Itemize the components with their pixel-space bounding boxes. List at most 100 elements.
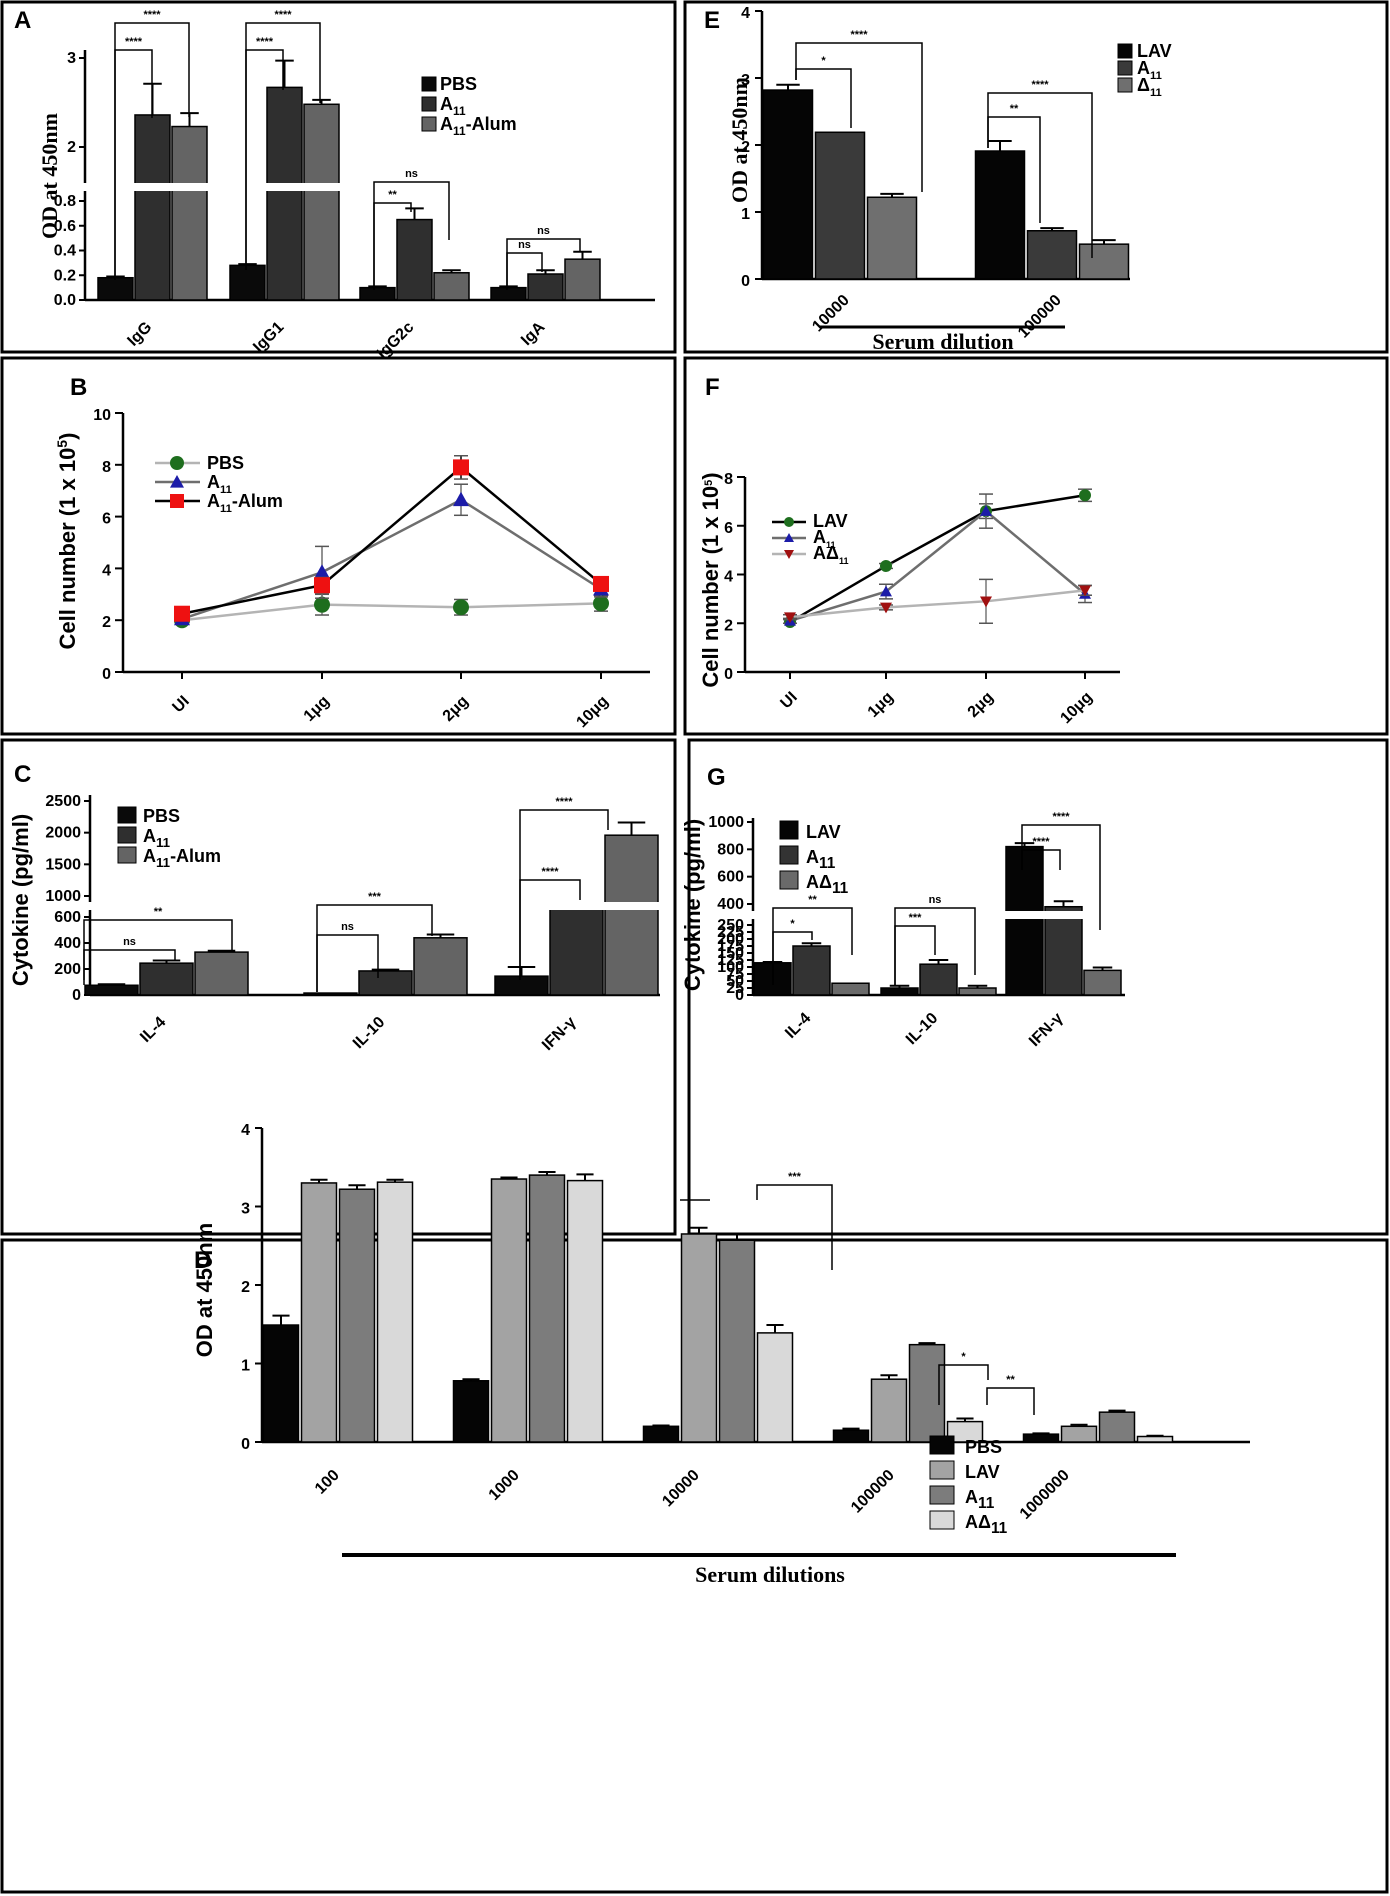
x-axis-label: Serum dilution xyxy=(872,329,1013,354)
significance-label: ** xyxy=(388,189,397,201)
data-point xyxy=(784,550,794,559)
significance-bracket xyxy=(986,1387,1035,1415)
y-tick-label: 2 xyxy=(102,614,111,631)
y-tick-label: 6 xyxy=(102,511,111,528)
x-tick-label: IgG xyxy=(124,319,155,350)
panel-label: B xyxy=(70,374,87,401)
significance-label: ns xyxy=(123,936,136,948)
y-tick-label: 0 xyxy=(735,987,744,1004)
legend-swatch xyxy=(1117,43,1133,59)
panel-c-chart: C 0 200 400 600 1000 1500 2000 2500 IL-4 IL-10 IFN-… xyxy=(8,761,660,1054)
x-tick-label: IL-10 xyxy=(350,1014,388,1052)
axis-break xyxy=(73,183,655,191)
significance-bracket xyxy=(756,1184,833,1270)
data-point xyxy=(314,577,330,594)
significance-label: ns xyxy=(518,239,531,251)
significance-bracket xyxy=(795,68,852,128)
bar xyxy=(139,962,194,996)
panel-e-chart: E 0 1 2 3 4 10000 100000 OD at 450nm Serum diluti… xyxy=(704,5,1172,354)
bar xyxy=(792,945,831,996)
significance-label: *** xyxy=(368,891,382,903)
bar xyxy=(376,1181,414,1443)
bar xyxy=(229,264,266,301)
data-point xyxy=(453,459,469,476)
y-tick-label: 2 xyxy=(724,617,733,634)
panel-label: G xyxy=(707,764,726,791)
legend-label: A11-Alum xyxy=(440,114,517,138)
y-tick-label: 50 xyxy=(726,973,744,990)
bar xyxy=(604,834,659,996)
legend-label: A11 xyxy=(965,1487,995,1512)
bar xyxy=(680,1233,718,1443)
bar xyxy=(303,992,358,996)
y-tick-label: 800 xyxy=(717,841,744,858)
legend-label: A11 xyxy=(813,527,836,550)
significance-label: ns xyxy=(929,894,942,906)
significance-label: ns xyxy=(341,921,354,933)
significance-label: ** xyxy=(1010,103,1019,115)
y-tick-label: 0 xyxy=(241,1436,250,1453)
bar xyxy=(1026,230,1078,280)
data-point xyxy=(314,596,330,613)
legend-label: Δ11 xyxy=(1137,75,1162,99)
panel-e-frame xyxy=(683,0,1389,354)
legend-swatch xyxy=(1117,77,1133,93)
bar xyxy=(1005,845,1044,996)
legend-label: A11-Alum xyxy=(207,491,283,515)
y-axis-label: Cell number (1 x 105) xyxy=(698,472,723,687)
y-tick-label: 200 xyxy=(717,931,744,948)
bar xyxy=(97,276,134,301)
x-tick-label: 10μg xyxy=(573,693,611,731)
x-tick-label: UI xyxy=(169,693,192,716)
significance-bracket xyxy=(772,907,853,985)
significance-label: **** xyxy=(125,36,143,48)
series-line xyxy=(789,589,1086,619)
y-tick-label: 8 xyxy=(102,459,111,476)
legend-label: AΔ11 xyxy=(813,543,849,566)
significance-label: **** xyxy=(274,9,292,21)
x-tick-label: IFN-γ xyxy=(1026,1010,1066,1050)
data-point xyxy=(170,475,184,488)
data-point xyxy=(880,602,892,614)
panel-a-chart: A 0.0 0.2 0.4 0.6 0.8 2 3 IgG IgG1 IgG2c IgA OD at 4… xyxy=(14,7,655,362)
data-point xyxy=(593,575,609,592)
bar xyxy=(266,86,303,301)
y-tick-label: 0.6 xyxy=(54,218,76,235)
legend-swatch xyxy=(779,870,799,890)
bar xyxy=(452,1380,490,1443)
x-tick-label: 10μg xyxy=(1057,689,1095,727)
y-tick-label: 150 xyxy=(717,945,744,962)
x-tick-label: IgA xyxy=(518,318,549,349)
legend-label: A11 xyxy=(440,94,466,118)
y-tick-label: 4 xyxy=(724,569,733,586)
bar xyxy=(359,286,396,301)
x-tick-label: IFN-γ xyxy=(539,1014,579,1054)
series-line xyxy=(789,509,1086,623)
y-tick-label: 10 xyxy=(93,407,111,424)
significance-label: ns xyxy=(405,168,418,180)
legend-swatch xyxy=(929,1510,955,1530)
data-point xyxy=(880,585,892,597)
bar xyxy=(528,1174,566,1443)
bar xyxy=(1083,969,1122,996)
data-point xyxy=(593,595,609,612)
significance-label: **** xyxy=(850,29,868,41)
x-tick-label: 2μg xyxy=(440,693,472,725)
panel-f-frame xyxy=(683,356,1389,736)
legend-label: LAV xyxy=(1137,41,1172,61)
bar xyxy=(262,1324,300,1443)
data-point xyxy=(784,517,794,527)
bar xyxy=(358,970,413,996)
bar xyxy=(527,273,564,301)
significance-bracket xyxy=(506,238,581,290)
x-tick-label: IgG1 xyxy=(250,319,287,356)
x-tick-label: 1000000 xyxy=(1017,1467,1073,1523)
legend-swatch xyxy=(929,1460,955,1480)
legend-swatch xyxy=(929,1485,955,1505)
bar xyxy=(549,902,604,996)
data-point xyxy=(174,605,190,622)
significance-label: **** xyxy=(143,9,161,21)
significance-label: *** xyxy=(788,1171,802,1183)
legend-label: PBS xyxy=(440,74,477,94)
